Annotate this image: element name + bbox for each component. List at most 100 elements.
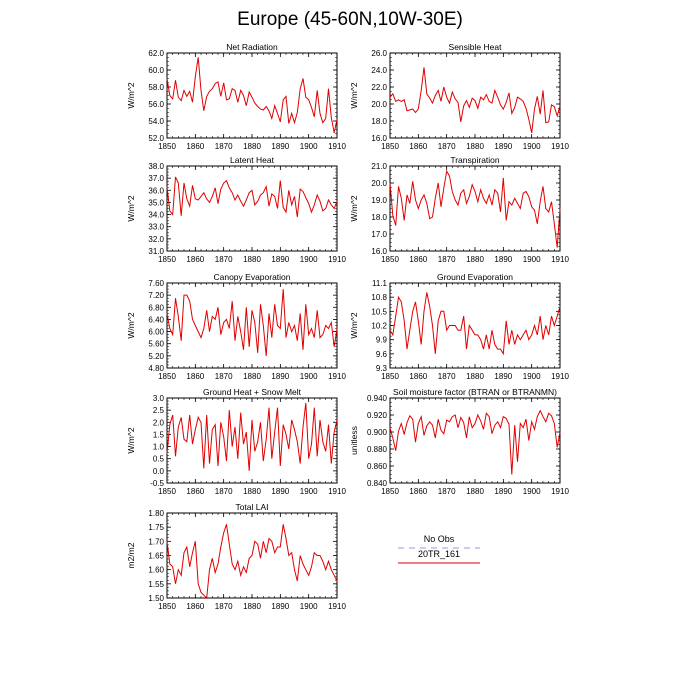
series-line-sensible-heat — [389, 67, 561, 134]
x-tick-label: 1900 — [523, 255, 541, 264]
plot-frame — [166, 52, 338, 139]
x-tick-label: 1890 — [271, 602, 289, 611]
series-line-ground-heat-snow-melt — [166, 402, 338, 471]
x-tick-label: 1890 — [271, 255, 289, 264]
x-tick-label: 1860 — [409, 255, 427, 264]
x-tick-label: 1890 — [271, 142, 289, 151]
panel-title: Ground Heat + Snow Melt — [203, 387, 302, 397]
x-tick-label: 1850 — [158, 602, 176, 611]
y-tick-label: 62.0 — [148, 49, 164, 58]
y-tick-label: -0.5 — [150, 479, 164, 488]
x-tick-label: 1860 — [186, 602, 204, 611]
x-tick-label: 1910 — [328, 372, 346, 381]
legend-label-20tr-161: 20TR_161 — [418, 549, 460, 559]
x-tick-label: 1870 — [215, 372, 233, 381]
x-tick-label: 1910 — [551, 142, 569, 151]
x-tick-label: 1910 — [551, 372, 569, 381]
x-tick-label: 1860 — [409, 142, 427, 151]
y-tick-label: 1.50 — [148, 594, 164, 603]
y-tick-label: 16.0 — [371, 247, 387, 256]
page-title: Europe (45-60N,10W-30E) — [237, 9, 463, 30]
y-tick-label: 20.0 — [371, 179, 387, 188]
y-axis-label: unitless — [349, 426, 359, 455]
x-tick-label: 1900 — [523, 487, 541, 496]
x-tick-label: 1870 — [438, 487, 456, 496]
x-tick-label: 1900 — [300, 487, 318, 496]
chart-panel-latent-heat: Latent Heat 1850 1860 1870 1880 1890 1900 1910 3… — [126, 155, 346, 264]
panel-title: Ground Evaporation — [437, 272, 513, 282]
x-tick-label: 1890 — [494, 487, 512, 496]
chart-panel-ground-heat-snow-melt: Ground Heat + Snow Melt 1850 1860 1870 1880 1… — [126, 387, 346, 496]
x-tick-label: 1860 — [186, 255, 204, 264]
x-tick-label: 1910 — [551, 255, 569, 264]
y-tick-label: 9.3 — [376, 364, 388, 373]
x-tick-label: 1870 — [438, 255, 456, 264]
x-tick-label: 1870 — [215, 487, 233, 496]
y-tick-label: 60.0 — [148, 66, 164, 75]
y-tick-label: 1.55 — [148, 580, 164, 589]
x-tick-label: 1890 — [494, 142, 512, 151]
chart-panel-sensible-heat: Sensible Heat 1850 1860 1870 1880 1890 1900 191… — [349, 42, 569, 151]
x-tick-label: 1850 — [381, 142, 399, 151]
x-tick-label: 1900 — [300, 602, 318, 611]
series-line-ground-evaporation — [389, 292, 561, 356]
y-tick-label: 6.80 — [148, 303, 164, 312]
x-tick-label: 1870 — [438, 142, 456, 151]
y-tick-label: 3.0 — [153, 394, 165, 403]
x-tick-label: 1880 — [243, 255, 261, 264]
y-tick-label: 4.80 — [148, 364, 164, 373]
panel-title: Transpiration — [450, 155, 500, 165]
x-tick-label: 1880 — [243, 602, 261, 611]
series-line-latent-heat — [166, 176, 338, 218]
x-tick-label: 1890 — [494, 372, 512, 381]
y-axis-label: W/m^2 — [349, 82, 359, 108]
chart-panel-total-lai: Total LAI 1850 1860 1870 1880 1890 1900 1910 1.5… — [126, 502, 346, 611]
x-tick-label: 1860 — [186, 372, 204, 381]
y-tick-label: 9.9 — [376, 336, 388, 345]
y-tick-label: 54.0 — [148, 117, 164, 126]
y-tick-label: 1.80 — [148, 509, 164, 518]
x-tick-label: 1910 — [328, 487, 346, 496]
y-tick-label: 37.0 — [148, 174, 164, 183]
x-tick-label: 1860 — [409, 372, 427, 381]
y-tick-label: 0.880 — [367, 445, 388, 454]
y-tick-label: 32.0 — [148, 235, 164, 244]
x-tick-label: 1900 — [300, 372, 318, 381]
y-axis-label: m2/m2 — [126, 542, 136, 568]
y-tick-label: 31.0 — [148, 247, 164, 256]
x-tick-label: 1910 — [328, 602, 346, 611]
x-tick-label: 1890 — [271, 487, 289, 496]
x-tick-label: 1880 — [466, 255, 484, 264]
chart-panel-soil-moisture-factor-btran-or-btranmn: Soil moisture factor (BTRAN or BTRANMN) 1… — [349, 387, 569, 496]
plot-frame — [166, 282, 338, 369]
x-tick-label: 1850 — [381, 487, 399, 496]
y-tick-label: 52.0 — [148, 134, 164, 143]
series-line-transpiration — [389, 169, 561, 248]
plot-frame — [166, 165, 338, 252]
y-tick-label: 10.5 — [371, 307, 387, 316]
y-tick-label: 1.5 — [153, 430, 165, 439]
x-tick-label: 1900 — [300, 255, 318, 264]
plot-frame — [389, 165, 561, 252]
chart-panel-ground-evaporation: Ground Evaporation 1850 1860 1870 1880 1890 19… — [349, 272, 569, 381]
y-tick-label: 10.8 — [371, 293, 387, 302]
y-tick-label: 0.900 — [367, 428, 388, 437]
y-tick-label: 6.40 — [148, 315, 164, 324]
panel-title: Latent Heat — [230, 155, 275, 165]
x-tick-label: 1850 — [381, 255, 399, 264]
x-tick-label: 1880 — [466, 372, 484, 381]
y-tick-label: 1.60 — [148, 566, 164, 575]
x-tick-label: 1850 — [158, 255, 176, 264]
y-tick-label: 5.60 — [148, 340, 164, 349]
y-axis-label: W/m^2 — [349, 195, 359, 221]
x-tick-label: 1860 — [186, 142, 204, 151]
x-tick-label: 1900 — [523, 372, 541, 381]
y-tick-label: 36.0 — [148, 186, 164, 195]
x-tick-label: 1870 — [215, 142, 233, 151]
panel-title: Canopy Evaporation — [213, 272, 290, 282]
x-tick-label: 1870 — [438, 372, 456, 381]
y-tick-label: 18.0 — [371, 117, 387, 126]
y-tick-label: 1.75 — [148, 523, 164, 532]
y-tick-label: 1.70 — [148, 537, 164, 546]
